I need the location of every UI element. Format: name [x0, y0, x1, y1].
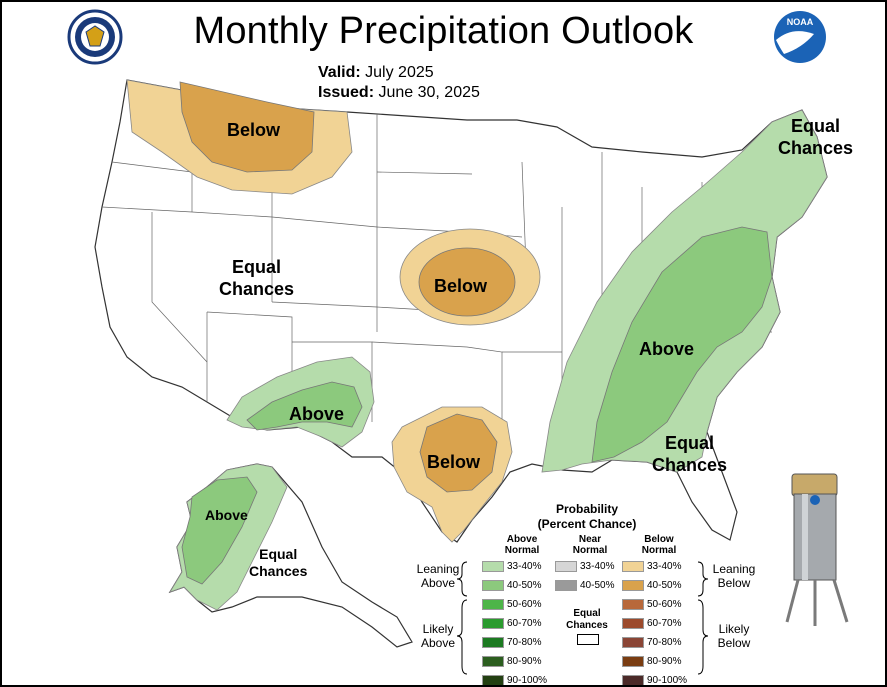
- legend-range-below-5: 80-90%: [647, 655, 682, 667]
- northwest-below-shading: [126, 79, 353, 195]
- region-label-alaska-ec: Equal Chances: [249, 546, 308, 579]
- legend-range-above-1: 40-50%: [507, 579, 542, 591]
- legend-leaning-above: Leaning Above: [416, 562, 460, 590]
- legend-col-near: Near Normal: [572, 534, 608, 556]
- issued-line: Issued: June 30, 2025: [318, 84, 480, 102]
- region-label-alaska-above: Above: [205, 507, 248, 523]
- region-label-southeast-ec: Equal Chances: [652, 433, 728, 475]
- legend-swatch-below-1: [622, 580, 644, 591]
- legend-range-below-1: 40-50%: [647, 579, 682, 591]
- region-label-northeast-ec: Equal Chances: [778, 116, 854, 158]
- legend-swatch-below-3: [622, 618, 644, 629]
- legend-col-above: Above Normal: [504, 534, 540, 556]
- legend-range-below-6: 90-100%: [647, 674, 688, 686]
- southwest-above-shading: [226, 356, 375, 448]
- dept-of-commerce-seal-icon: [67, 9, 123, 65]
- legend-range-above-6: 90-100%: [507, 674, 548, 686]
- texas-below-shading: [391, 406, 513, 543]
- noaa-logo-icon: NOAA: [774, 11, 826, 63]
- legend-swatch-above-2: [482, 599, 504, 610]
- region-label-northwest-below: Below: [227, 120, 281, 140]
- legend-swatch-above-3: [482, 618, 504, 629]
- legend-col-below: Below Normal: [641, 534, 677, 556]
- legend-range-above-0: 33-40%: [507, 560, 542, 572]
- region-label-east-above: Above: [639, 339, 695, 359]
- legend-range-above-3: 60-70%: [507, 617, 542, 629]
- central-below-shading: [399, 228, 541, 326]
- legend-equal-chances-swatch: [577, 634, 599, 645]
- region-label-texas-below: Below: [427, 452, 481, 472]
- legend-swatch-above-0: [482, 561, 504, 572]
- issued-label: Issued:: [318, 84, 375, 101]
- legend-swatch-above-6: [482, 675, 504, 685]
- region-label-central-below: Below: [434, 276, 488, 296]
- legend-swatch-above-5: [482, 656, 504, 667]
- legend-swatch-above-4: [482, 637, 504, 648]
- region-label-west-ec: Equal Chances: [219, 257, 295, 299]
- legend-swatch-below-0: [622, 561, 644, 572]
- region-label-southwest-above: Above: [289, 404, 345, 424]
- legend-swatch-near-0: [555, 561, 577, 572]
- legend-likely-below: Likely Below: [717, 622, 751, 650]
- legend-range-above-4: 70-80%: [507, 636, 542, 648]
- legend-range-below-0: 33-40%: [647, 560, 682, 572]
- probability-legend: Probability (Percent Chance) Above Norma…: [412, 500, 772, 685]
- legend-leaning-below: Leaning Below: [712, 562, 756, 590]
- legend-range-below-4: 70-80%: [647, 636, 682, 648]
- issued-value: June 30, 2025: [378, 84, 480, 101]
- legend-title-line1: Probability: [555, 502, 618, 516]
- valid-label: Valid:: [318, 64, 361, 81]
- valid-value: July 2025: [365, 64, 434, 81]
- svg-text:NOAA: NOAA: [787, 17, 814, 27]
- legend-range-near-0: 33-40%: [580, 560, 615, 572]
- legend-range-above-5: 80-90%: [507, 655, 542, 667]
- legend-swatch-near-1: [555, 580, 577, 591]
- legend-braces: [456, 561, 709, 675]
- legend-swatch-below-4: [622, 637, 644, 648]
- legend-swatch-below-2: [622, 599, 644, 610]
- legend-likely-above: Likely Above: [420, 622, 456, 650]
- legend-swatch-below-6: [622, 675, 644, 685]
- legend-range-below-3: 60-70%: [647, 617, 682, 629]
- rain-gauge-icon: [785, 473, 849, 626]
- legend-swatch-above-1: [482, 580, 504, 591]
- legend-range-below-2: 50-60%: [647, 598, 682, 610]
- east-above-shading: [541, 109, 828, 473]
- page-title: Monthly Precipitation Outlook: [193, 10, 694, 52]
- legend-title-line2: (Percent Chance): [537, 517, 637, 531]
- legend-swatch-below-5: [622, 656, 644, 667]
- alaska-above-shading: [169, 463, 288, 611]
- legend-range-above-2: 50-60%: [507, 598, 542, 610]
- valid-line: Valid: July 2025: [318, 64, 434, 82]
- legend-equal-chances: Equal Chances: [566, 608, 608, 631]
- legend-range-near-1: 40-50%: [580, 579, 615, 591]
